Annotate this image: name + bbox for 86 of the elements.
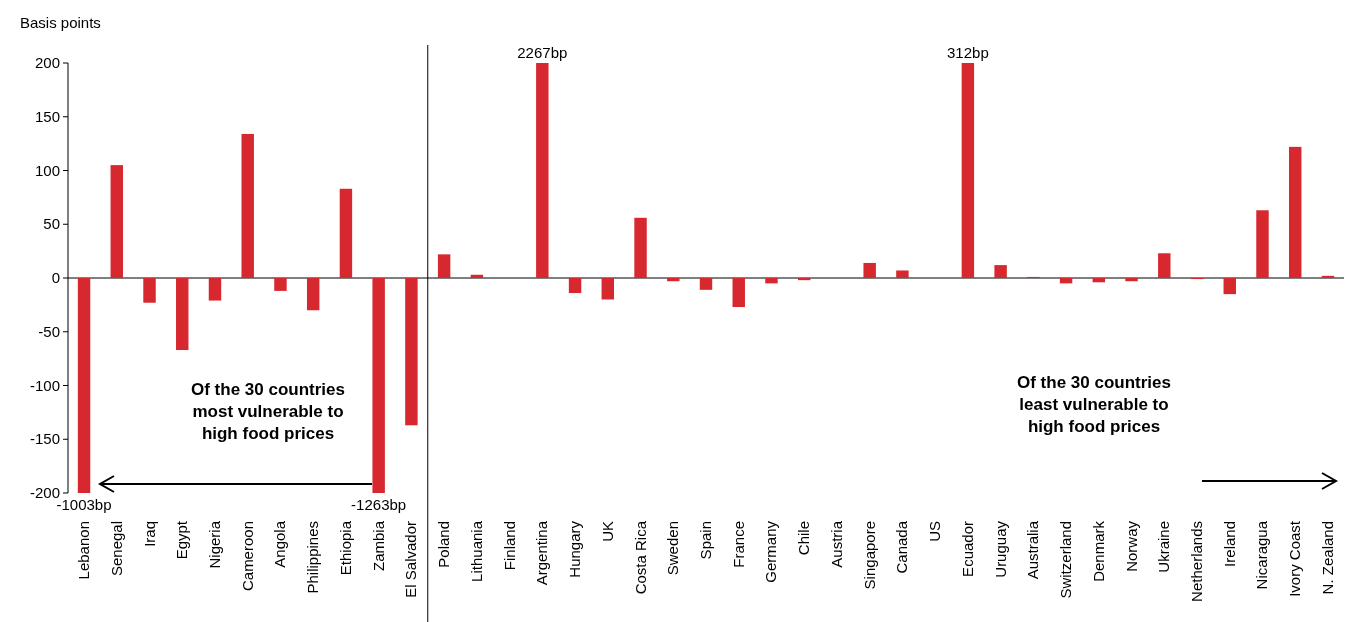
x-tick-label: Cameroon: [238, 521, 256, 592]
x-tick-label: Austria: [827, 520, 845, 568]
x-tick-label: Netherlands: [1188, 521, 1206, 602]
bar: [994, 265, 1007, 278]
x-tick-label: El Salvador: [402, 521, 420, 598]
x-tick-label: Angola: [271, 520, 289, 568]
x-tick-label: US: [926, 521, 944, 542]
x-tick-label: Ireland: [1220, 521, 1238, 567]
bar: [568, 278, 582, 294]
bar: [77, 278, 91, 493]
y-tick-label: -50: [38, 322, 60, 340]
x-tick-label: Ivory Coast: [1286, 520, 1304, 597]
x-tick-label: Senegal: [107, 521, 125, 577]
x-tick-label: Iraq: [140, 521, 158, 547]
bar: [176, 278, 189, 351]
x-tick-label: N. Zealand: [1318, 521, 1336, 595]
x-tick-label: Zambia: [369, 520, 387, 572]
x-tick-label: Australia: [1024, 520, 1042, 580]
bar: [208, 278, 222, 301]
x-tick-label: Argentina: [533, 520, 551, 586]
x-tick-label: Ethiopia: [336, 520, 354, 576]
bar: [339, 188, 353, 278]
x-tick-label: Nigeria: [205, 520, 223, 569]
bar: [1125, 278, 1138, 282]
y-tick-label: 50: [43, 215, 60, 233]
x-tick-label: Uruguay: [991, 520, 1009, 578]
bar: [110, 165, 123, 278]
x-tick-label: Philippines: [304, 521, 322, 594]
bar: [896, 270, 909, 278]
bar: [536, 63, 549, 278]
bar: [405, 278, 418, 426]
x-tick-label: Norway: [1122, 520, 1140, 572]
bar: [961, 63, 975, 278]
bar: [699, 278, 713, 290]
bar: [1092, 278, 1106, 283]
bar: [470, 274, 484, 278]
x-tick-label: Poland: [435, 521, 453, 568]
y-axis-title: Basis points: [20, 14, 101, 31]
bar: [241, 133, 254, 278]
x-tick-label: Ukraine: [1155, 521, 1173, 573]
x-tick-label: France: [729, 521, 747, 568]
bar: [143, 278, 156, 303]
bar: [863, 262, 876, 278]
annotation: Of the 30 countries least vulnerable to high food prices: [1017, 373, 1171, 436]
y-tick-label: 150: [34, 107, 60, 125]
x-tick-label: Canada: [893, 520, 911, 574]
x-tick-label: UK: [598, 521, 616, 542]
bar: [1256, 210, 1269, 278]
annotation: 312bp: [947, 44, 989, 61]
x-tick-label: Chile: [795, 521, 813, 556]
x-tick-label: Costa Rica: [631, 520, 649, 595]
bar: [1158, 253, 1171, 278]
bar: [667, 278, 680, 282]
x-tick-label: Switzerland: [1057, 521, 1075, 599]
x-tick-label: Lebanon: [75, 521, 93, 580]
bar: [306, 278, 320, 311]
bar: [274, 278, 287, 291]
bar: [601, 278, 615, 300]
y-tick-label: -150: [29, 430, 60, 448]
x-tick-label: Sweden: [664, 521, 682, 576]
y-tick-label: -200: [29, 484, 60, 501]
x-tick-label: Hungary: [566, 520, 584, 578]
x-tick-label: Spain: [697, 521, 714, 560]
bar: [1289, 146, 1302, 278]
y-tick-label: -100: [29, 376, 60, 394]
y-tick-label: 200: [34, 54, 60, 71]
bar: [732, 278, 745, 308]
x-tick-label: Nicaragua: [1253, 520, 1271, 590]
y-tick-label: 0: [51, 269, 60, 286]
annotation: 2267bp: [517, 44, 568, 61]
bar: [372, 278, 385, 493]
x-tick-label: Denmark: [1089, 520, 1107, 582]
x-tick-label: Egypt: [173, 520, 191, 560]
bar: [1223, 278, 1236, 295]
x-tick-label: Ecuador: [958, 521, 976, 577]
x-tick-label: Singapore: [860, 521, 878, 590]
annotation: Of the 30 countries most vulnerable to high food prices: [191, 380, 345, 443]
x-tick-label: Germany: [762, 520, 780, 583]
bar: [437, 254, 451, 278]
x-tick-label: Lithuania: [467, 520, 485, 582]
bar: [634, 217, 647, 278]
bar: [765, 278, 778, 284]
y-tick-label: 100: [34, 161, 60, 179]
x-tick-label: Finland: [500, 521, 518, 571]
annotation: -1263bp: [351, 496, 407, 513]
bar: [1059, 278, 1073, 284]
